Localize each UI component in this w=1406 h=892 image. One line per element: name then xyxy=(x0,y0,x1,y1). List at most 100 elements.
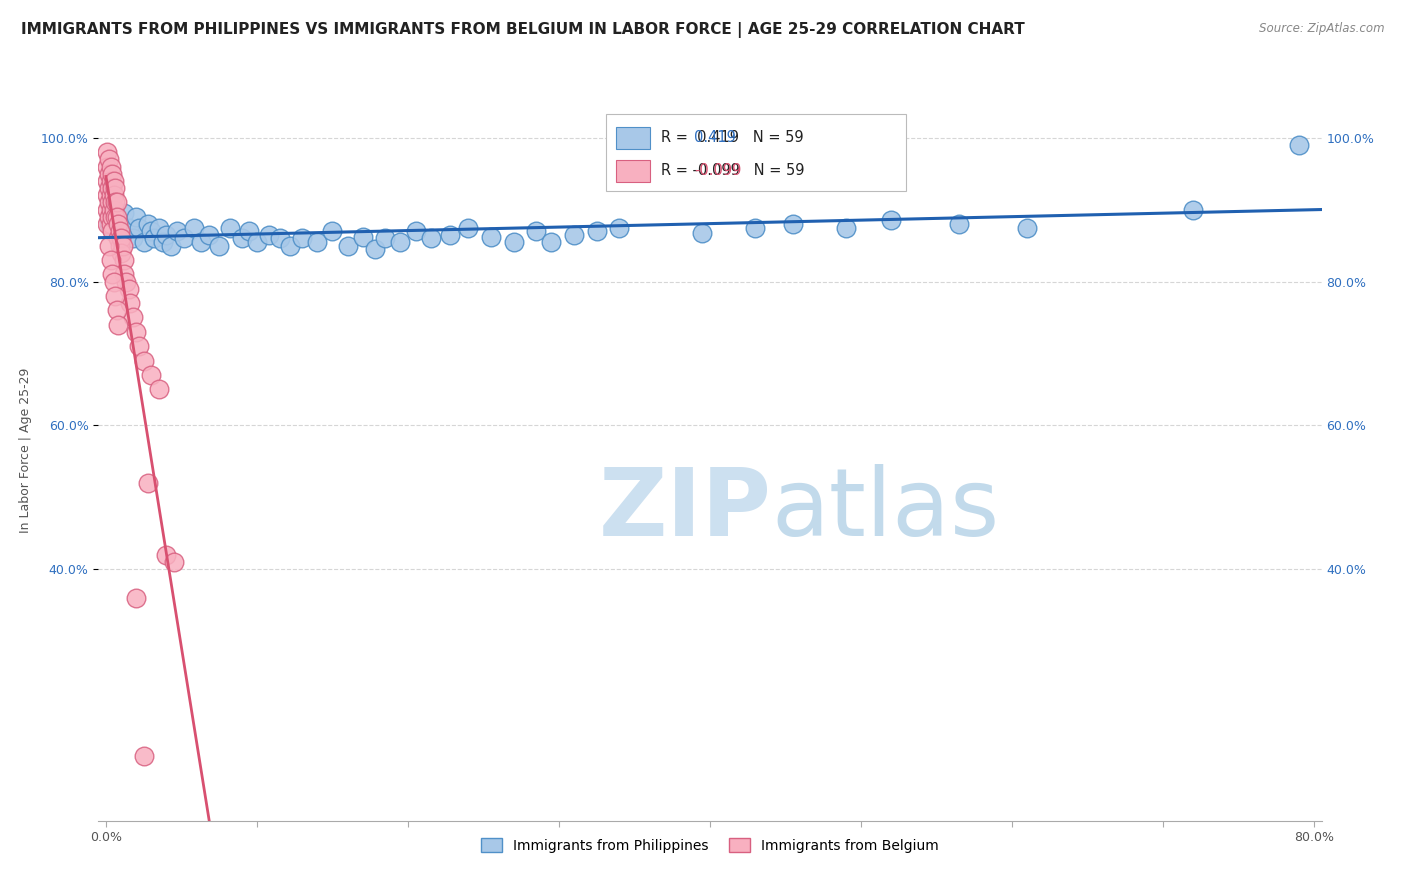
Text: IMMIGRANTS FROM PHILIPPINES VS IMMIGRANTS FROM BELGIUM IN LABOR FORCE | AGE 25-2: IMMIGRANTS FROM PHILIPPINES VS IMMIGRANT… xyxy=(21,22,1025,38)
Point xyxy=(374,231,396,245)
Point xyxy=(880,213,903,227)
Text: R = -0.099   N = 59: R = -0.099 N = 59 xyxy=(661,163,804,178)
FancyBboxPatch shape xyxy=(616,161,650,183)
Point xyxy=(100,174,122,188)
Point xyxy=(98,195,121,210)
Point xyxy=(112,252,135,267)
Point xyxy=(155,227,177,242)
Point xyxy=(136,217,159,231)
Point xyxy=(128,339,150,353)
Point xyxy=(125,591,148,605)
Point xyxy=(107,217,129,231)
Point xyxy=(98,210,121,224)
Point xyxy=(111,238,134,252)
Point xyxy=(96,160,118,174)
Point xyxy=(257,227,280,242)
Point xyxy=(104,181,127,195)
Point xyxy=(336,238,359,252)
Point xyxy=(107,318,129,332)
Point xyxy=(160,238,183,252)
Point xyxy=(173,231,195,245)
Point xyxy=(96,174,118,188)
Point xyxy=(405,224,427,238)
Point xyxy=(98,153,121,167)
Point xyxy=(835,220,858,235)
Point xyxy=(125,210,148,224)
Text: ZIP: ZIP xyxy=(599,464,772,556)
Point xyxy=(307,235,329,249)
Point xyxy=(278,238,301,252)
Point xyxy=(108,224,131,238)
Point xyxy=(163,555,186,569)
Point xyxy=(120,296,142,310)
Point xyxy=(141,368,163,382)
Point xyxy=(143,231,166,245)
Point xyxy=(166,224,188,238)
Point xyxy=(692,226,714,240)
Point xyxy=(105,195,128,210)
Point xyxy=(105,303,128,318)
Point xyxy=(101,167,124,181)
Point xyxy=(110,245,132,260)
Point xyxy=(457,220,479,235)
Point xyxy=(104,195,127,210)
Point xyxy=(125,325,148,339)
Point xyxy=(100,217,122,231)
Point xyxy=(101,181,124,195)
Point xyxy=(110,231,132,245)
Point xyxy=(364,242,387,256)
Point xyxy=(104,210,127,224)
Point xyxy=(103,275,125,289)
Point xyxy=(101,195,124,210)
Point xyxy=(100,188,122,202)
Point xyxy=(98,217,121,231)
Point xyxy=(101,224,124,238)
Text: 0.419: 0.419 xyxy=(695,130,735,145)
Point xyxy=(103,202,125,217)
Point xyxy=(238,224,260,238)
Point xyxy=(132,353,155,368)
Text: -0.099: -0.099 xyxy=(695,163,741,178)
Point xyxy=(321,224,343,238)
Point xyxy=(352,230,374,244)
Point xyxy=(110,224,132,238)
Point xyxy=(744,220,766,235)
Point xyxy=(98,167,121,181)
Point xyxy=(148,383,170,397)
Point xyxy=(96,202,118,217)
Text: Source: ZipAtlas.com: Source: ZipAtlas.com xyxy=(1260,22,1385,36)
Point xyxy=(96,188,118,202)
Text: atlas: atlas xyxy=(772,464,1000,556)
Point xyxy=(117,220,139,235)
Point xyxy=(104,289,127,303)
Point xyxy=(1017,220,1039,235)
Point xyxy=(141,224,163,238)
Point xyxy=(231,231,253,245)
Point xyxy=(100,202,122,217)
Point xyxy=(562,227,585,242)
Point xyxy=(183,220,205,235)
Point xyxy=(100,252,122,267)
Point xyxy=(190,235,212,249)
Y-axis label: In Labor Force | Age 25-29: In Labor Force | Age 25-29 xyxy=(20,368,32,533)
Point xyxy=(107,231,129,245)
Point xyxy=(148,220,170,235)
Point xyxy=(1182,202,1205,217)
Point xyxy=(96,217,118,231)
Point xyxy=(96,145,118,160)
Point xyxy=(155,548,177,562)
Point xyxy=(136,475,159,490)
Point xyxy=(98,181,121,195)
Point xyxy=(112,206,135,220)
Point xyxy=(479,230,502,244)
FancyBboxPatch shape xyxy=(616,127,650,149)
Point xyxy=(389,235,412,249)
Point xyxy=(246,235,269,249)
Point xyxy=(128,220,150,235)
Point xyxy=(122,310,145,325)
Text: R =  0.419   N = 59: R = 0.419 N = 59 xyxy=(661,130,804,145)
Point xyxy=(208,238,231,252)
Point xyxy=(524,224,547,238)
Point xyxy=(114,275,136,289)
Point xyxy=(103,202,125,217)
